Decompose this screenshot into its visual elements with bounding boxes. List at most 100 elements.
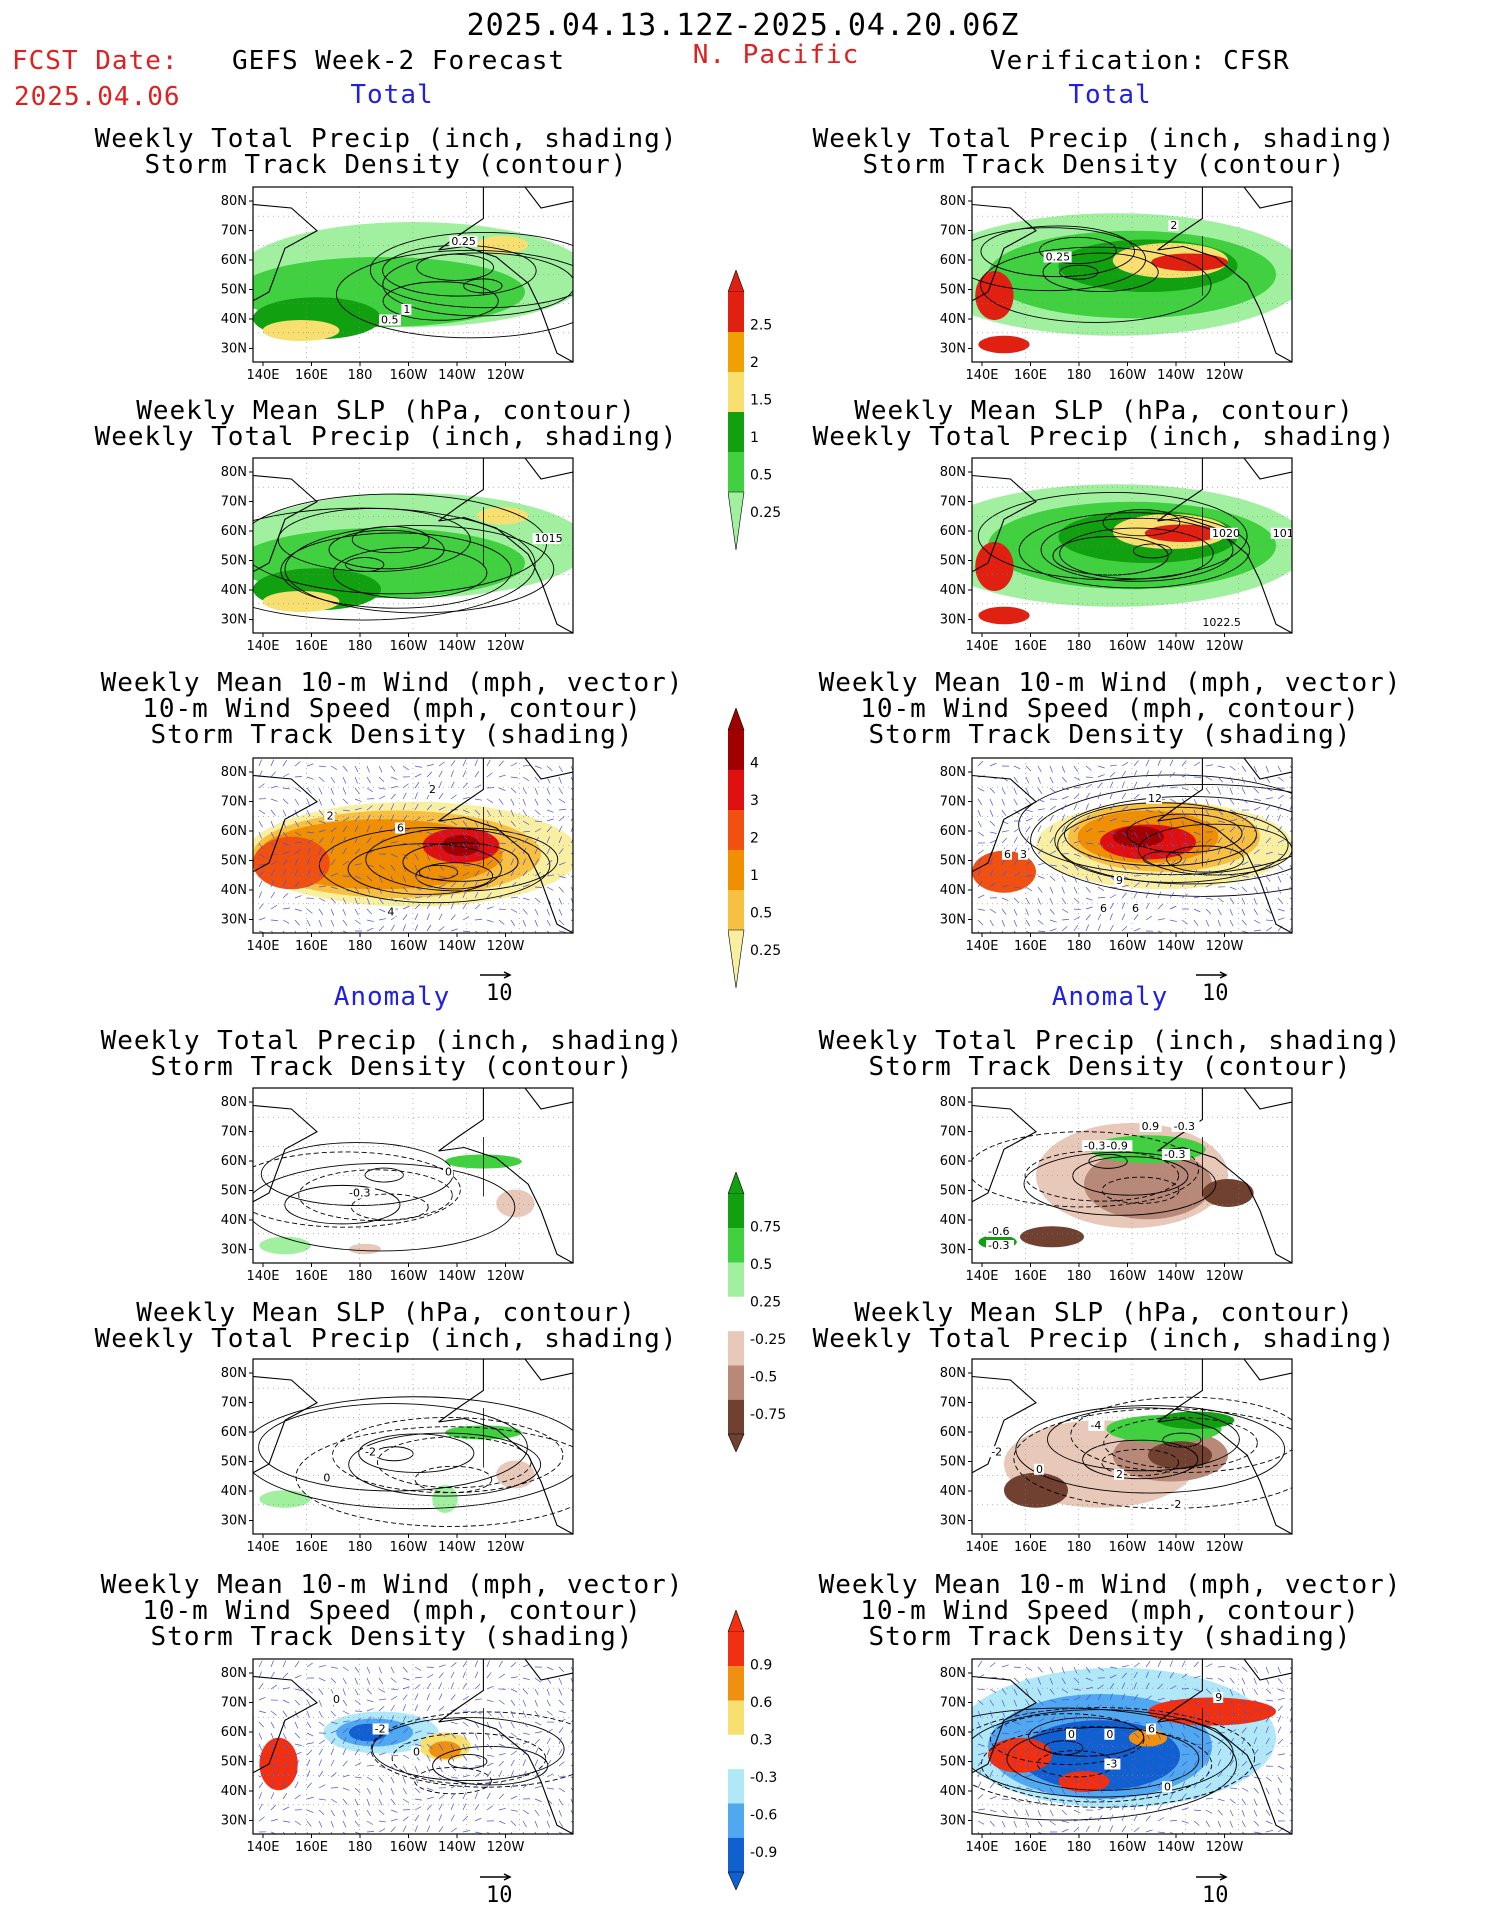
- lon-tick-label: 160E: [295, 939, 328, 954]
- lon-tick-label: 120W: [487, 1540, 525, 1555]
- lon-tick-label: 140W: [1157, 1269, 1195, 1284]
- lat-tick-label: 40N: [940, 1213, 966, 1228]
- shading-blob: [259, 1737, 298, 1791]
- lon-tick-label: 140E: [246, 368, 279, 383]
- vector-ref-p5: 10: [480, 960, 514, 1006]
- shading-blob: [259, 1236, 311, 1255]
- shading-blob: [477, 507, 529, 525]
- contour-label: -0.9: [1106, 1139, 1127, 1152]
- contour-label-bg: [1213, 1692, 1224, 1703]
- shading-blob: [262, 591, 340, 612]
- contour-label: 0: [333, 1693, 340, 1706]
- shading-blob: [1058, 1771, 1110, 1792]
- lat-tick-label: 50N: [940, 283, 966, 298]
- lat-tick-label: 50N: [221, 1455, 247, 1470]
- map-svg-p2: 0.25 2 80N 70N 60N 50N 40N 30N 140E 160E 180 160W 14…: [940, 186, 1293, 383]
- lon-tick-label: 140E: [246, 1840, 279, 1855]
- lat-tick-label: 60N: [940, 824, 966, 839]
- lon-tick-label: 140W: [438, 939, 476, 954]
- contour-label: 0.5: [381, 314, 399, 327]
- colorbar-label: 1: [750, 430, 759, 446]
- contour-label: 0: [323, 1472, 330, 1485]
- map-svg-p8: -0.3 -0.90.9 -0.3-0.3-0.6-0.380N70N60N50N4…: [940, 1087, 1293, 1284]
- contour-label-bg: [1139, 1121, 1162, 1132]
- vector-ref-p6: 10: [1196, 960, 1230, 1006]
- lon-tick-label: 160E: [1014, 1269, 1047, 1284]
- lon-tick-label: 160W: [390, 1840, 428, 1855]
- colorbar-swatch: [728, 1803, 744, 1838]
- contour-label-bg: [1088, 1420, 1105, 1431]
- contour-label-bg: [1018, 848, 1028, 860]
- lon-tick-label: 120W: [1206, 1840, 1244, 1855]
- contour-label: 0: [445, 1166, 452, 1179]
- contour-label: 9: [1215, 1691, 1222, 1704]
- lat-tick-label: 30N: [940, 1514, 966, 1529]
- lon-tick-label: 160W: [390, 639, 428, 654]
- lat-tick-label: 80N: [221, 465, 247, 480]
- shading-blob: [1112, 826, 1164, 848]
- colorbar-label: 0.3: [750, 1733, 772, 1749]
- lon-tick-label: 120W: [1206, 1540, 1244, 1555]
- colorbar-label: 0.6: [750, 1695, 772, 1711]
- map-svg-p11: 0 -2 0 80N 70N 60N 50N 40N 30N 140E 160E 180 160W 140…: [221, 1658, 574, 1855]
- contour-label: 1022.5: [1202, 616, 1241, 629]
- shading-blob: [262, 320, 340, 341]
- lon-tick-label: 140W: [438, 368, 476, 383]
- colorbar-swatch: [728, 730, 744, 770]
- contour-label-bg: [1114, 875, 1124, 886]
- contour-label: 3: [1020, 848, 1027, 861]
- colorbar-label: -0.6: [750, 1808, 777, 1824]
- shading-blob: [1148, 1441, 1212, 1470]
- contour-label: 0.25: [1046, 251, 1071, 264]
- lat-tick-label: 40N: [940, 312, 966, 327]
- lon-tick-label: 120W: [487, 1840, 525, 1855]
- shading-blob: [349, 1243, 381, 1255]
- lat-tick-label: 60N: [221, 1425, 247, 1440]
- lat-tick-label: 50N: [940, 854, 966, 869]
- colorbar-swatch: [728, 890, 744, 930]
- colorbar-label: 2.5: [750, 318, 772, 334]
- lat-tick-label: 30N: [221, 913, 247, 928]
- lat-tick-label: 40N: [940, 1484, 966, 1499]
- lat-tick-label: 80N: [221, 1666, 247, 1681]
- colorbar-swatch: [728, 1734, 744, 1770]
- colorbar-label: 0.25: [750, 1295, 781, 1311]
- map-svg-p1: 0.25 0.5 1 80N 70N 60N 50N 40N 30N 140E 160E 180 160…: [221, 186, 574, 383]
- contour-label: 0.25: [451, 235, 476, 248]
- section-anomaly-right: Anomaly: [1051, 982, 1169, 1012]
- contour-label: 9: [1116, 874, 1123, 887]
- lat-tick-label: 50N: [940, 1755, 966, 1770]
- section-total-right: Total: [1068, 80, 1152, 110]
- region-title: N. Pacific: [692, 40, 860, 70]
- lat-tick-label: 60N: [221, 824, 247, 839]
- lat-tick-label: 40N: [940, 583, 966, 598]
- contour-label-bg: [449, 235, 478, 247]
- shading-blob: [496, 1460, 535, 1489]
- map-svg-p12: 0 0 9 6 -3 0 80N 70N 60N 50N 40N 30N 140E 160E 180 160W…: [940, 1658, 1293, 1855]
- shading-blob: [259, 1490, 311, 1508]
- colorbar-swatch: [728, 1837, 744, 1872]
- lat-tick-label: 30N: [940, 613, 966, 628]
- lon-tick-label: 140W: [1157, 639, 1195, 654]
- vector-ref-p11: 10: [480, 1862, 514, 1908]
- colorbar-label: 1: [750, 868, 759, 884]
- lat-tick-label: 50N: [940, 1455, 966, 1470]
- lat-tick-label: 70N: [221, 1696, 247, 1711]
- lat-tick-label: 70N: [221, 795, 247, 810]
- lon-tick-label: 180: [348, 639, 373, 654]
- lon-tick-label: 160E: [295, 368, 328, 383]
- colorbar-label: 2: [750, 831, 759, 847]
- map-panel-p2: 0.25 2 80N 70N 60N 50N 40N 30N 140E 160E 180 160W 14…: [922, 179, 1302, 388]
- lon-tick-label: 140W: [1157, 1840, 1195, 1855]
- colorbar-swatch: [728, 1365, 744, 1400]
- contour-label: 2: [327, 809, 334, 822]
- lat-tick-label: 70N: [940, 495, 966, 510]
- lon-tick-label: 180: [1067, 1269, 1092, 1284]
- lon-tick-label: 160E: [1014, 939, 1047, 954]
- lon-tick-label: 120W: [487, 939, 525, 954]
- shading-blob: [978, 335, 1030, 354]
- contour-label: 0: [1164, 1780, 1171, 1793]
- panel-title-p3: Weekly Mean SLP (hPa, contour) Weekly Tot…: [94, 396, 678, 452]
- lat-tick-label: 80N: [940, 194, 966, 209]
